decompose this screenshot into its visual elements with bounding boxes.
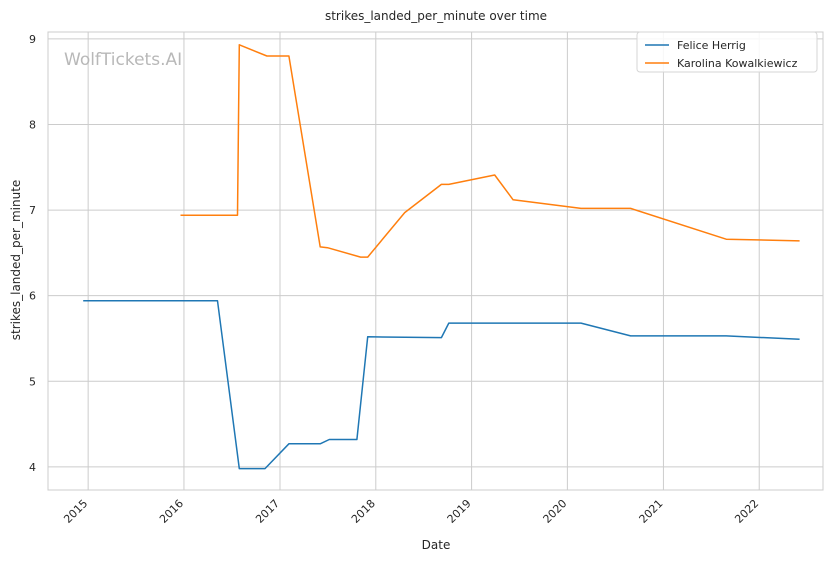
y-tick-label: 4 bbox=[29, 461, 36, 474]
y-axis-ticks: 4 5 6 7 8 9 bbox=[29, 33, 36, 474]
series-line-1 bbox=[83, 300, 800, 470]
legend-label: Felice Herrig bbox=[677, 39, 746, 52]
y-tick-label: 7 bbox=[29, 204, 36, 217]
y-tick-label: 9 bbox=[29, 33, 36, 46]
x-axis-label: Date bbox=[422, 538, 451, 552]
watermark-text: WolfTickets.AI bbox=[64, 50, 182, 70]
y-tick-label: 8 bbox=[29, 118, 36, 131]
plot-area-frame bbox=[47, 31, 824, 491]
legend: Felice Herrig Karolina Kowalkiewicz bbox=[636, 31, 818, 73]
y-tick-label: 5 bbox=[29, 375, 36, 388]
series-layer bbox=[83, 44, 800, 470]
chart-title: strikes_landed_per_minute over time bbox=[325, 9, 547, 23]
legend-label: Karolina Kowalkiewicz bbox=[677, 57, 798, 70]
series-line-2 bbox=[180, 44, 800, 258]
y-tick-label: 6 bbox=[29, 290, 36, 303]
legend-box bbox=[636, 31, 818, 73]
y-axis-label: strikes_landed_per_minute bbox=[9, 180, 23, 341]
